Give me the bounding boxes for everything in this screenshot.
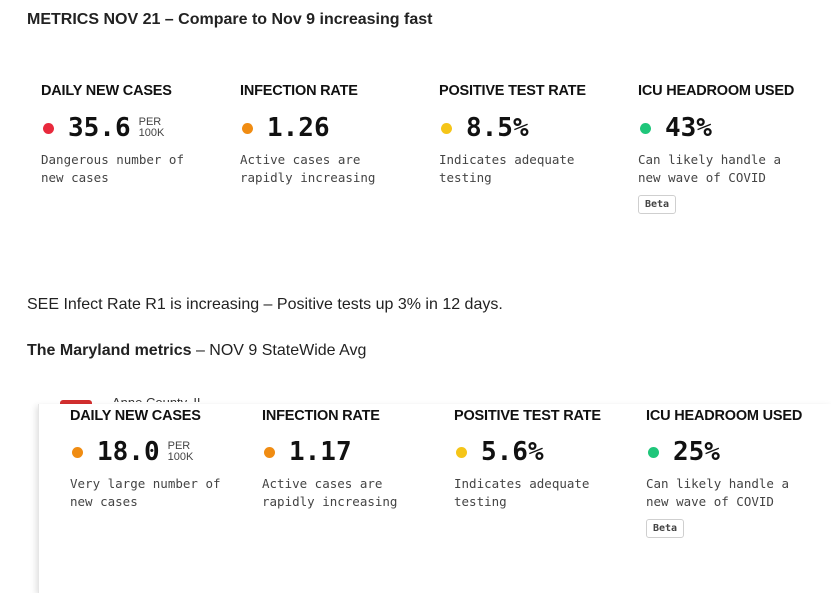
- metric-icu-headroom-md: ICU HEADROOM USED 25% Can likely handle …: [646, 408, 831, 538]
- metric-value: 5.6%: [481, 437, 544, 467]
- maryland-bold-label: The Maryland metrics: [27, 342, 192, 359]
- metric-value: 8.5%: [466, 113, 529, 143]
- status-dot-icon: [43, 122, 54, 134]
- status-dot-icon: [648, 446, 659, 458]
- location-icon: [60, 400, 92, 406]
- unit-per: PER: [167, 440, 191, 452]
- desc-line: Very large number of: [70, 476, 221, 491]
- metric-description: Active cases are rapidly increasing: [262, 475, 452, 511]
- status-dot-icon: [242, 122, 253, 134]
- desc-line: Active cases are: [240, 152, 361, 167]
- desc-line: Active cases are: [262, 476, 383, 491]
- status-dot-icon: [264, 446, 275, 458]
- metric-unit: PER 100K: [139, 117, 165, 139]
- metric-title: POSITIVE TEST RATE: [454, 408, 601, 424]
- metric-description: Indicates adequate testing: [454, 475, 644, 511]
- metric-positive-test-rate: POSITIVE TEST RATE 8.5% Indicates adequa…: [439, 83, 629, 187]
- desc-line: new wave of COVID: [638, 170, 766, 185]
- metric-description: Active cases are rapidly increasing: [240, 151, 430, 187]
- status-dot-icon: [441, 122, 452, 134]
- embedded-screenshot: [38, 404, 831, 593]
- metric-value: 35.6: [68, 113, 131, 143]
- metric-value: 1.26: [267, 113, 330, 143]
- desc-line: Dangerous number of: [41, 152, 184, 167]
- metric-value: 43%: [665, 113, 712, 143]
- desc-line: Can likely handle a: [638, 152, 781, 167]
- desc-line: Indicates adequate: [439, 152, 575, 167]
- paragraph-infect-rate: SEE Infect Rate R1 is increasing – Posit…: [27, 296, 503, 313]
- desc-line: new wave of COVID: [646, 494, 774, 509]
- metric-description: Dangerous number of new cases: [41, 151, 231, 187]
- status-dot-icon: [72, 446, 83, 458]
- metric-title: DAILY NEW CASES: [70, 408, 201, 424]
- metric-title: ICU HEADROOM USED: [646, 408, 803, 424]
- metric-title: POSITIVE TEST RATE: [439, 83, 586, 99]
- status-dot-icon: [640, 122, 651, 134]
- cut-off-county-name: Anne County, IL: [112, 394, 204, 402]
- metric-title: INFECTION RATE: [262, 408, 380, 424]
- page-heading: METRICS NOV 21 – Compare to Nov 9 increa…: [27, 11, 433, 28]
- unit-100k: 100K: [138, 127, 165, 139]
- metric-value: 1.17: [289, 437, 352, 467]
- unit-100k: 100K: [167, 451, 194, 463]
- beta-badge: Beta: [638, 195, 677, 214]
- metric-description: Very large number of new cases: [70, 475, 260, 511]
- metric-daily-new-cases: DAILY NEW CASES 35.6 PER 100K Dangerous …: [41, 83, 231, 187]
- beta-badge: Beta: [646, 519, 685, 538]
- desc-line: rapidly increasing: [262, 494, 398, 509]
- metric-title: INFECTION RATE: [240, 83, 358, 99]
- metric-value: 25%: [673, 437, 720, 467]
- metric-description: Can likely handle a new wave of COVID: [646, 475, 831, 511]
- maryland-rest: – NOV 9 StateWide Avg: [191, 342, 367, 359]
- paragraph-maryland: The Maryland metrics – NOV 9 StateWide A…: [27, 342, 366, 360]
- metric-value: 18.0: [97, 437, 160, 467]
- metric-positive-test-rate-md: POSITIVE TEST RATE 5.6% Indicates adequa…: [454, 408, 644, 511]
- metric-infection-rate: INFECTION RATE 1.26 Active cases are rap…: [240, 83, 430, 187]
- metric-description: Indicates adequate testing: [439, 151, 629, 187]
- metric-description: Can likely handle a new wave of COVID: [638, 151, 828, 187]
- metric-title: ICU HEADROOM USED: [638, 83, 795, 99]
- metric-infection-rate-md: INFECTION RATE 1.17 Active cases are rap…: [262, 408, 452, 511]
- status-dot-icon: [456, 446, 467, 458]
- desc-line: new cases: [70, 494, 138, 509]
- desc-line: testing: [439, 170, 492, 185]
- desc-line: Can likely handle a: [646, 476, 789, 491]
- desc-line: testing: [454, 494, 507, 509]
- desc-line: rapidly increasing: [240, 170, 376, 185]
- unit-per: PER: [138, 116, 162, 128]
- metric-icu-headroom: ICU HEADROOM USED 43% Can likely handle …: [638, 83, 828, 214]
- metric-unit: PER 100K: [168, 441, 194, 463]
- desc-line: Indicates adequate: [454, 476, 590, 491]
- metric-daily-new-cases-md: DAILY NEW CASES 18.0 PER 100K Very large…: [70, 408, 260, 511]
- desc-line: new cases: [41, 170, 109, 185]
- metric-title: DAILY NEW CASES: [41, 83, 172, 99]
